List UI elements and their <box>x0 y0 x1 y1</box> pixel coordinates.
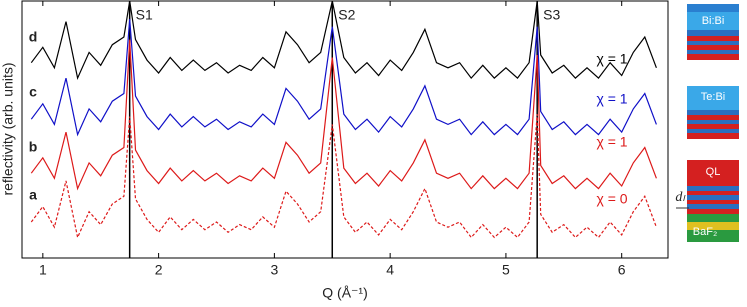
sketch-annotation: BaF₂ <box>693 226 717 238</box>
layer-sketch: QL dₗ BaF₂ <box>675 160 739 242</box>
y-axis-label: reflectivity (arb. units) <box>0 62 16 195</box>
x-tick-label: 3 <box>270 262 278 278</box>
curve-letter: b <box>29 139 38 155</box>
sketch-label: QL <box>706 166 721 178</box>
x-tick-label: 5 <box>502 262 510 278</box>
curve-letter: d <box>29 29 38 45</box>
sketch-label: Te:Bi <box>701 91 725 103</box>
curve-letter: a <box>29 187 37 203</box>
curve-label: χ = 1 <box>596 51 627 67</box>
sketch-annotation: dₗ <box>675 190 686 205</box>
data-line <box>30 39 657 191</box>
sketch-label: Bi:Bi <box>702 15 725 27</box>
x-tick-label: 4 <box>386 262 394 278</box>
x-axis-label: Q (Å⁻¹) <box>322 285 368 301</box>
layer-sketch: Te:Bi <box>687 86 739 139</box>
reference-label: S3 <box>543 7 560 23</box>
curve-letter: c <box>29 84 37 100</box>
curve-label: χ = 1 <box>596 91 627 107</box>
curve-label: χ = 1 <box>596 134 627 150</box>
x-tick-label: 6 <box>618 262 626 278</box>
reference-label: S2 <box>338 7 355 23</box>
data-line <box>30 114 657 240</box>
x-tick-label: 2 <box>155 262 163 278</box>
x-tick-label: 1 <box>39 262 47 278</box>
data-line <box>30 18 657 137</box>
data-line <box>30 0 657 81</box>
layer-sketch: Bi:Bi <box>687 4 739 60</box>
plot-frame <box>21 0 669 259</box>
curve-label: χ = 0 <box>596 191 627 207</box>
reference-label: S1 <box>136 7 153 23</box>
